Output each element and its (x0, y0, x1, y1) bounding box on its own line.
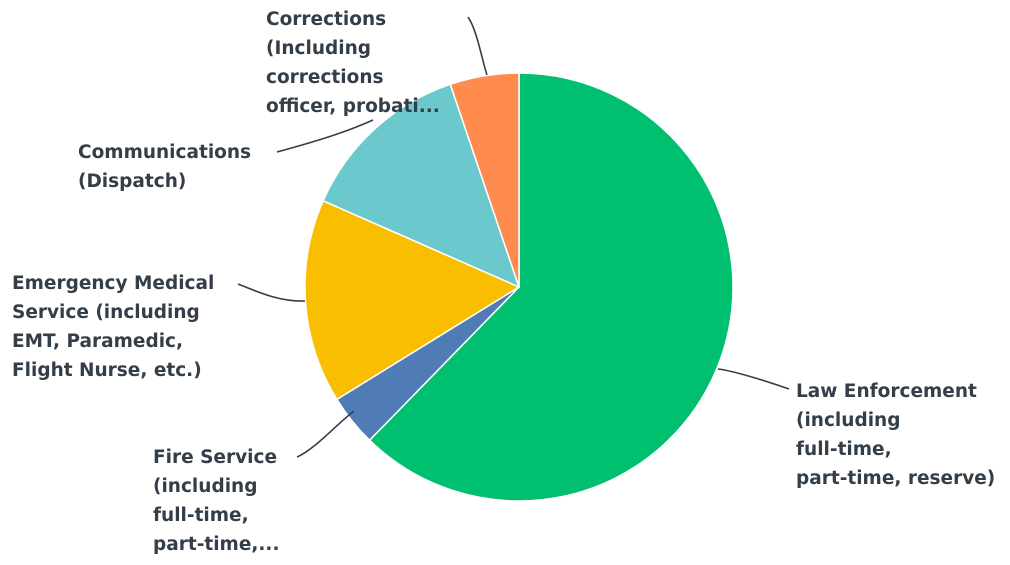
slice-label-line: full-time, (796, 439, 892, 460)
slice-label-line: (Including (266, 38, 371, 59)
leader-line-law-enforcement (717, 368, 790, 390)
slice-label-law-enforcement: Law Enforcement (including full-time, part-… (796, 381, 995, 489)
pie-slice-corrections (449, 72, 520, 288)
slice-label-line: Fire Service (153, 447, 277, 468)
leader-lines-layer (237, 16, 790, 458)
slice-label-line: officer, probati... (266, 96, 440, 117)
slice-label-line: (including (153, 476, 257, 497)
leader-line-fire-service (296, 410, 355, 458)
leader-line-emergency-medical-service (237, 283, 306, 302)
leader-line-communications (276, 119, 374, 153)
slice-label-line: (Dispatch) (78, 171, 186, 192)
slice-label-line: Communications (78, 142, 251, 163)
slice-label-line: Law Enforcement (796, 381, 977, 402)
slice-label-line: part-time, reserve) (796, 468, 995, 489)
slice-label-fire-service: Fire Service (including full-time, part-tim… (153, 447, 280, 555)
pie-slice-communications (322, 83, 521, 289)
slice-label-line: corrections (266, 67, 384, 88)
slice-label-line: full-time, (153, 505, 249, 526)
slice-label-line: (including (796, 410, 900, 431)
slice-label-line: Corrections (266, 9, 386, 30)
slice-label-line: Service (including (12, 302, 200, 323)
pie-slice-law-enforcement (368, 72, 734, 502)
pie-slice-emergency-medical-service (304, 199, 521, 401)
slice-label-emergency-medical-service: Emergency Medical Service (including EMT, … (12, 273, 214, 381)
slice-label-line: Flight Nurse, etc.) (12, 360, 202, 381)
slice-label-line: part-time,... (153, 534, 280, 555)
slice-label-corrections: Corrections (Including corrections officer,… (266, 9, 440, 117)
leader-line-corrections (467, 16, 488, 76)
slices-layer (304, 72, 734, 502)
labels-layer: Law Enforcement (including full-time, part-… (12, 9, 995, 555)
slice-label-line: Emergency Medical (12, 273, 214, 294)
slice-label-line: EMT, Paramedic, (12, 331, 183, 352)
slice-label-communications: Communications (Dispatch) (78, 142, 251, 192)
